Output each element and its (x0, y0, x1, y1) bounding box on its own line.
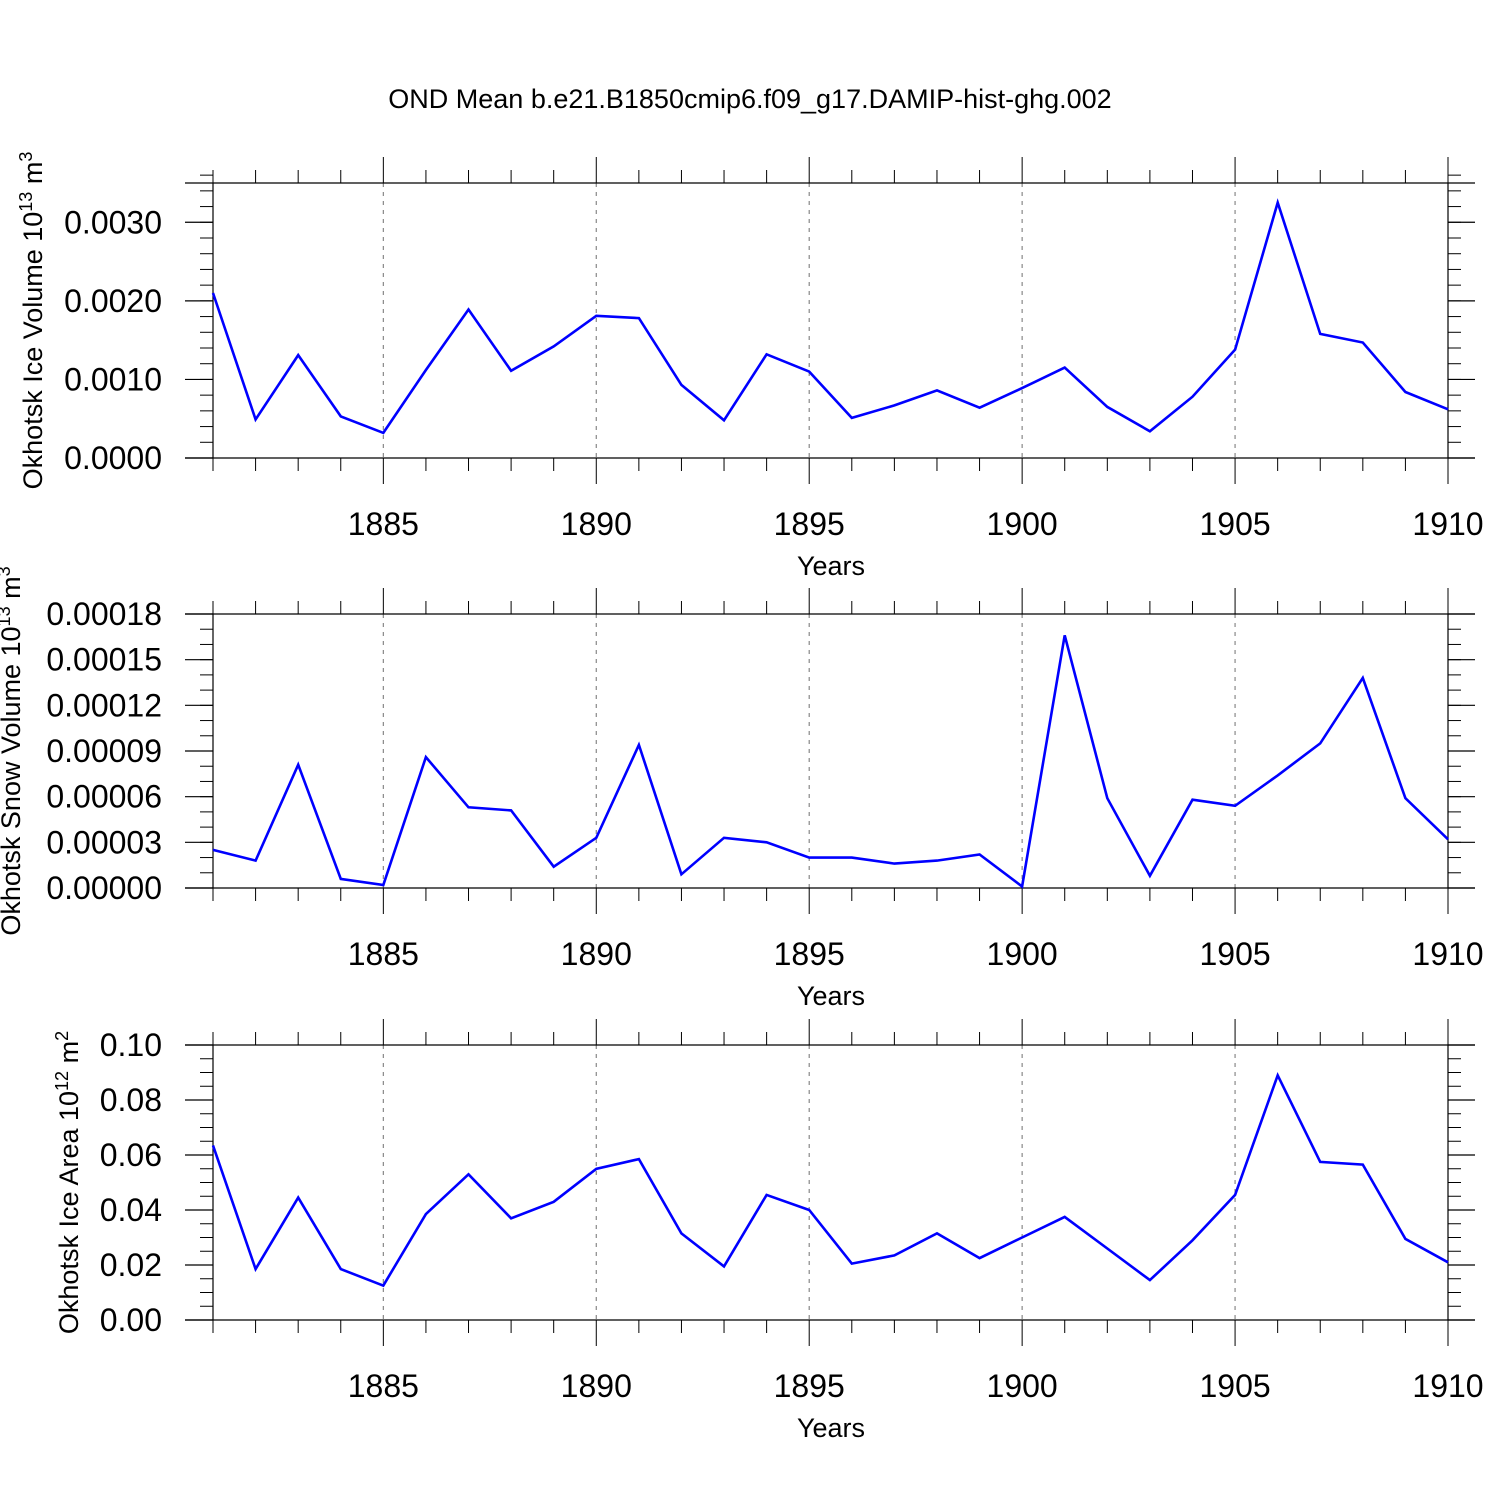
y-axis-label-unit-exp: 3 (0, 566, 14, 576)
y-tick-label: 0.0010 (64, 361, 162, 397)
x-tick-label: 1885 (348, 936, 419, 972)
y-axis-label: Okhotsk Ice Area 1012 m2 (52, 1031, 84, 1334)
y-tick-label: 0.08 (100, 1082, 162, 1118)
panel-3: 1885 1890 1895 1900 1905 1910 Years 0.00 0.02 0.0… (52, 1019, 1484, 1443)
panel-1: 1885 1890 1895 1900 1905 1910 Years 0.0000 0.001… (16, 152, 1484, 581)
x-tick-label: 1900 (987, 1368, 1058, 1404)
x-tick-label: 1885 (348, 506, 419, 542)
x-tick-label: 1910 (1412, 936, 1483, 972)
y-tick-label: 0.0020 (64, 283, 162, 319)
x-tick-label: 1900 (987, 936, 1058, 972)
y-tick-label: 0.00003 (46, 824, 162, 860)
y-axis-label-unit: m (0, 576, 26, 606)
y-tick-label: 0.0030 (64, 204, 162, 240)
x-tick-label: 1900 (987, 506, 1058, 542)
y-tick-label: 0.06 (100, 1137, 162, 1173)
x-tick-label: 1910 (1412, 506, 1483, 542)
x-tick-label: 1890 (561, 936, 632, 972)
series-line (211, 1071, 1449, 1288)
x-tick-label: 1885 (348, 1368, 419, 1404)
y-axis-label-unit: m (54, 1041, 84, 1071)
y-tick-label: 0.10 (100, 1027, 162, 1063)
x-tick-label: 1910 (1412, 1368, 1483, 1404)
y-tick-label: 0.00009 (46, 733, 162, 769)
x-tick-label: 1905 (1199, 506, 1270, 542)
x-tick-label: 1890 (561, 1368, 632, 1404)
y-axis-label-unit-exp: 2 (52, 1031, 72, 1041)
y-axis-label-main: Okhotsk Ice Area 10 (54, 1091, 84, 1334)
y-tick-label: 0.00006 (46, 779, 162, 815)
x-tick-label: 1895 (774, 1368, 845, 1404)
y-axis-label-unit-exp: 3 (16, 152, 36, 162)
x-axis-label: Years (797, 981, 865, 1011)
y-axis-label-exp: 13 (16, 192, 36, 212)
y-axis-label: Okhotsk Snow Volume 1013 m3 (0, 566, 26, 935)
y-axis-label-exp: 12 (52, 1071, 72, 1091)
x-axis-label: Years (797, 551, 865, 581)
y-axis-label-exp: 13 (0, 606, 14, 626)
panel-2: 1885 1890 1895 1900 1905 1910 Years 0.00000 0.00… (0, 566, 1484, 1011)
x-tick-label: 1905 (1199, 936, 1270, 972)
y-axis-label-main: Okhotsk Snow Volume 10 (0, 626, 26, 935)
x-tick-label: 1895 (774, 506, 845, 542)
y-tick-label: 0.02 (100, 1247, 162, 1283)
x-tick-label: 1905 (1199, 1368, 1270, 1404)
y-axis-label: Okhotsk Ice Volume 1013 m3 (16, 152, 48, 490)
y-tick-label: 0.00015 (46, 642, 162, 678)
y-axis-label-main: Okhotsk Ice Volume 10 (18, 212, 48, 490)
y-tick-label: 0.0000 (64, 440, 162, 476)
y-tick-label: 0.00000 (46, 870, 162, 906)
y-axis-label-unit: m (18, 162, 48, 192)
y-tick-label: 0.00018 (46, 596, 162, 632)
y-tick-label: 0.00012 (46, 687, 162, 723)
y-tick-label: 0.00 (100, 1302, 162, 1338)
x-tick-label: 1890 (561, 506, 632, 542)
x-axis-label: Years (797, 1413, 865, 1443)
series-line (212, 634, 1449, 889)
y-tick-label: 0.04 (100, 1192, 162, 1228)
x-tick-label: 1895 (774, 936, 845, 972)
chart-title: OND Mean b.e21.B1850cmip6.f09_g17.DAMIP-… (388, 84, 1111, 114)
series-line (211, 198, 1449, 435)
